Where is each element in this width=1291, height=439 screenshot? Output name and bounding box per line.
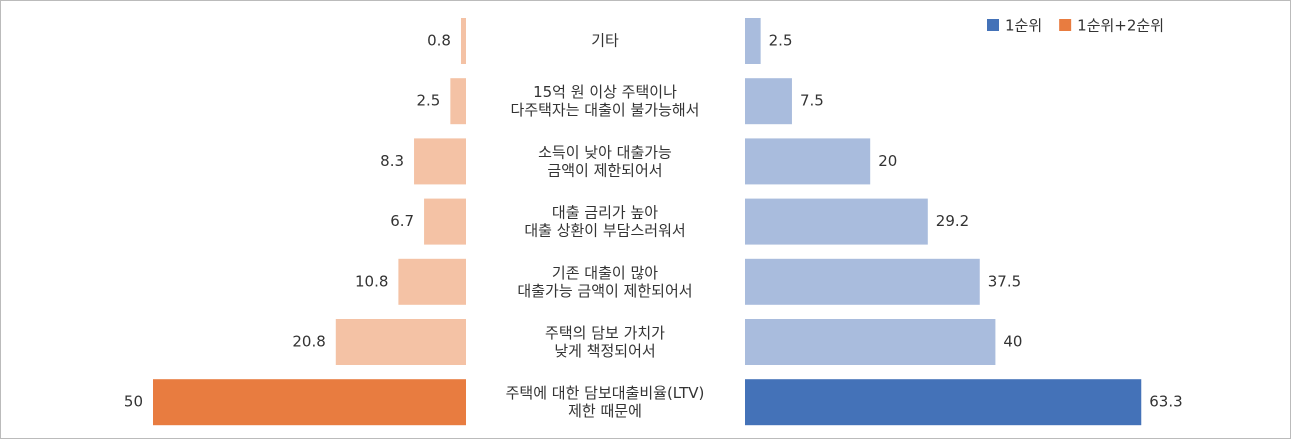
bar (424, 198, 466, 245)
value-label: 40 (1003, 333, 1022, 351)
bar (745, 198, 928, 245)
legend-label: 1순위 (1005, 17, 1042, 35)
bar (450, 78, 466, 125)
bar (398, 258, 466, 305)
value-label: 29.2 (936, 212, 969, 230)
value-label: 20.8 (292, 333, 325, 351)
value-label: 37.5 (988, 272, 1021, 290)
legend-swatch (987, 19, 999, 31)
value-label: 8.3 (380, 152, 404, 170)
value-label: 6.7 (390, 212, 414, 230)
bar (153, 379, 466, 426)
bar (335, 319, 466, 365)
bar (414, 138, 466, 185)
value-label: 20 (878, 152, 897, 170)
value-label: 2.5 (769, 32, 793, 50)
value-label: 10.8 (355, 272, 388, 290)
bar (745, 258, 980, 305)
category-label: 주택에 대한 담보대출비율(LTV) 제한 때문에 (506, 384, 705, 420)
category-label: 주택의 담보 가치가 낮게 책정되어서 (545, 324, 665, 360)
value-label: 63.3 (1149, 393, 1182, 411)
bar (745, 379, 1142, 426)
value-label: 50 (124, 393, 143, 411)
value-label: 0.8 (427, 32, 451, 50)
value-label: 7.5 (800, 92, 824, 110)
legend-swatch (1059, 19, 1072, 31)
category-label: 대출 금리가 높아 대출 상환이 부담스러워서 (524, 203, 685, 239)
value-label: 2.5 (416, 92, 440, 110)
legend-label: 1순위+2순위 (1077, 17, 1164, 35)
category-label: 소득이 낮아 대출가능 금액이 제한되어서 (538, 143, 672, 179)
category-label: 기타 (591, 32, 619, 50)
bar (745, 18, 761, 64)
category-label: 15억 원 이상 주택이나 다주택자는 대출이 불가능해서 (511, 83, 700, 119)
bar (745, 319, 996, 365)
bar (460, 18, 466, 64)
bar (745, 138, 871, 185)
bar (745, 78, 792, 125)
category-label: 기존 대출이 많아 대출가능 금액이 제한되어서 (517, 263, 692, 299)
